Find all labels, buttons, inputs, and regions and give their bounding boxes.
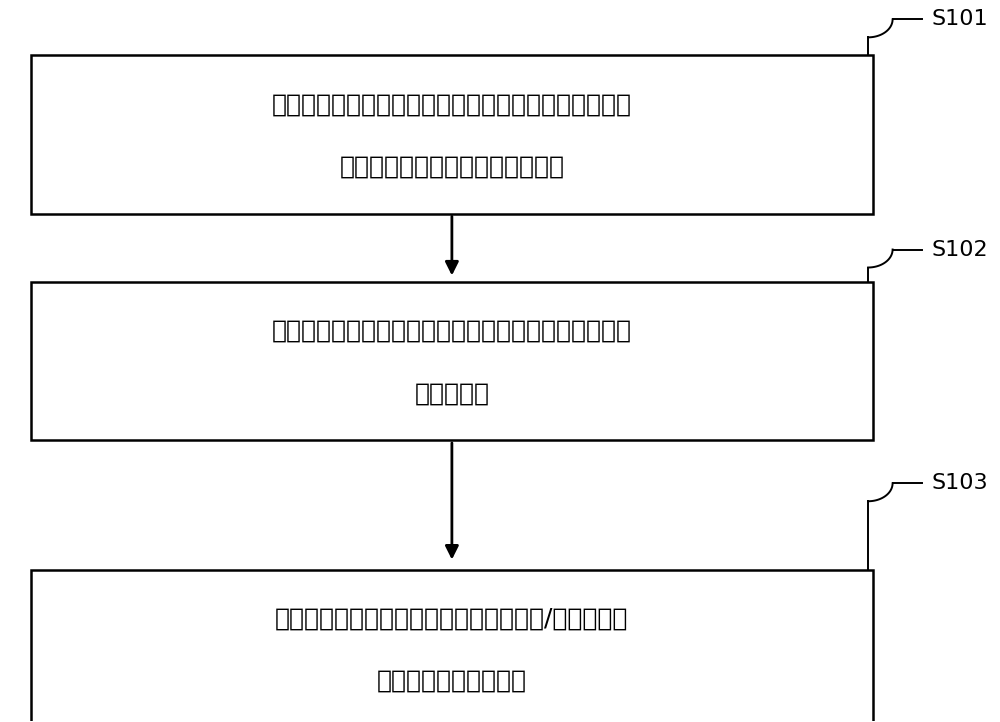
Text: 根据数据库集群的状态指标特征信息，分析数据库集群: 根据数据库集群的状态指标特征信息，分析数据库集群 (272, 319, 632, 343)
FancyBboxPatch shape (31, 56, 873, 214)
Text: 针对运行状况触发相应的故障处理措施和/或优化处理: 针对运行状况触发相应的故障处理措施和/或优化处理 (275, 606, 629, 630)
Text: S103: S103 (932, 473, 988, 493)
Text: 监控数据库集群的状态信息，采集与预设状态指标对应: 监控数据库集群的状态信息，采集与预设状态指标对应 (272, 92, 632, 116)
Text: S102: S102 (932, 240, 988, 259)
Text: 的运行状况: 的运行状况 (414, 381, 489, 405)
FancyBboxPatch shape (31, 570, 873, 722)
Text: 的数据库集群的状态指标特征信息: 的数据库集群的状态指标特征信息 (339, 155, 564, 179)
Text: S101: S101 (932, 9, 988, 30)
Text: 措施进行自动优化处理: 措施进行自动优化处理 (377, 669, 527, 693)
FancyBboxPatch shape (31, 282, 873, 440)
